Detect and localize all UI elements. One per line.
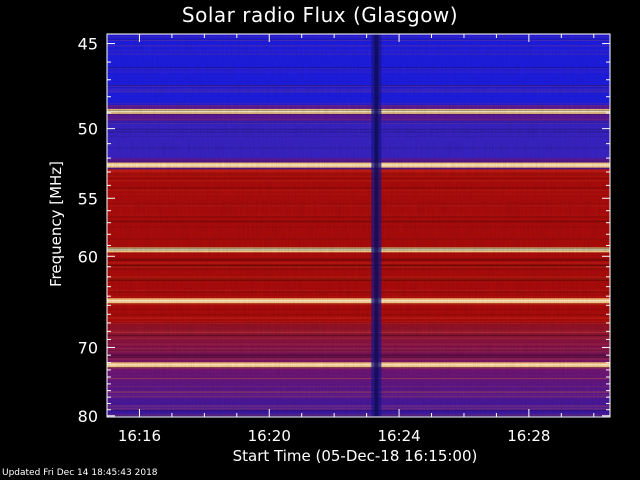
x-ticks: 16:16 16:20 16:24 16:28 (106, 34, 595, 445)
dark-stripe (371, 34, 382, 417)
noise-overlay (107, 34, 610, 417)
y-axis-label: Frequency [MHz] (47, 161, 65, 287)
y-tick-label: 50 (78, 120, 98, 139)
noise-layer (107, 34, 610, 417)
x-tick-label: 16:24 (377, 427, 420, 445)
x-tick-label: 16:28 (507, 427, 550, 445)
y-tick-label: 55 (78, 189, 98, 208)
dark-stripe-core (374, 34, 379, 417)
x-tick-label: 16:20 (248, 427, 291, 445)
plot-frame (106, 33, 611, 418)
x-tick-label: 16:16 (118, 427, 161, 445)
chart-title: Solar radio Flux (Glasgow) (181, 3, 459, 27)
y-tick-label: 80 (78, 407, 98, 426)
y-tick-label: 60 (78, 247, 98, 266)
y-tick-label: 45 (78, 35, 98, 54)
y-ticks: 45 50 55 60 70 80 (78, 35, 610, 426)
axes (106, 33, 611, 418)
y-tick-label: 70 (78, 338, 98, 357)
x-axis-label: Start Time (05-Dec-18 16:15:00) (233, 447, 478, 465)
update-timestamp: Updated Fri Dec 14 18:45:43 2018 (2, 468, 158, 478)
